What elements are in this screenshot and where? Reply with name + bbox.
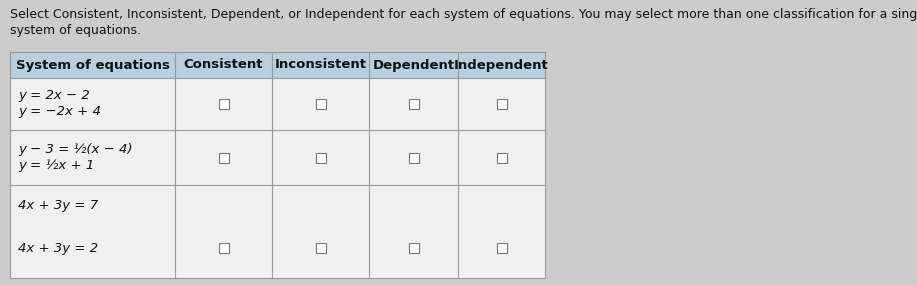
Bar — [315, 152, 326, 162]
Text: System of equations: System of equations — [16, 58, 170, 72]
Text: 4x + 3y = 7: 4x + 3y = 7 — [18, 199, 98, 212]
Text: 4x + 3y = 2: 4x + 3y = 2 — [18, 242, 98, 255]
Text: y = ½x + 1: y = ½x + 1 — [18, 159, 94, 172]
Bar — [315, 243, 326, 253]
Text: Independent: Independent — [454, 58, 549, 72]
Text: y = 2x − 2: y = 2x − 2 — [18, 89, 90, 103]
Bar — [408, 243, 418, 253]
Bar — [496, 243, 506, 253]
Bar — [218, 152, 228, 162]
Text: Consistent: Consistent — [183, 58, 263, 72]
Bar — [496, 152, 506, 162]
Bar — [10, 52, 545, 278]
Text: Dependent: Dependent — [372, 58, 455, 72]
Bar — [315, 99, 326, 109]
Bar — [408, 152, 418, 162]
Text: y − 3 = ½(x − 4): y − 3 = ½(x − 4) — [18, 143, 132, 156]
Bar — [218, 99, 228, 109]
Bar — [496, 99, 506, 109]
Text: Select Consistent, Inconsistent, Dependent, or Independent for each system of eq: Select Consistent, Inconsistent, Depende… — [10, 8, 917, 21]
Bar — [408, 99, 418, 109]
Text: y = −2x + 4: y = −2x + 4 — [18, 105, 101, 119]
Text: Inconsistent: Inconsistent — [274, 58, 367, 72]
Bar — [10, 52, 545, 78]
Text: system of equations.: system of equations. — [10, 24, 141, 37]
Bar — [218, 243, 228, 253]
